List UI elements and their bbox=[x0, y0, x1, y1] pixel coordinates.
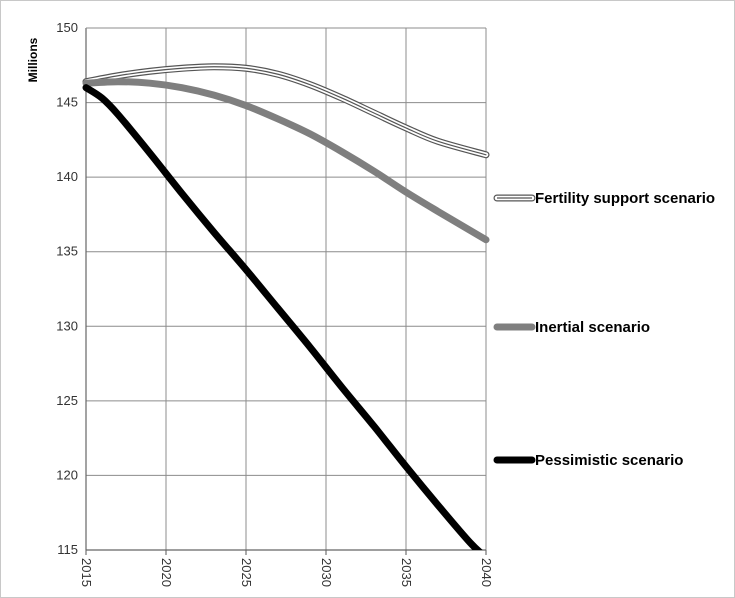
y-tick-label: 115 bbox=[57, 542, 78, 557]
x-tick-label: 2020 bbox=[159, 558, 174, 587]
x-tick-label: 2015 bbox=[79, 558, 94, 587]
y-tick-label: 150 bbox=[56, 20, 78, 35]
x-tick-label: 2040 bbox=[479, 558, 494, 587]
legend-label: Pessimistic scenario bbox=[535, 452, 683, 469]
y-tick-label: 145 bbox=[56, 95, 78, 110]
y-tick-label: 140 bbox=[56, 169, 78, 184]
legend-label: Fertility support scenario bbox=[535, 190, 715, 207]
legend-entry-2: Inertial scenario bbox=[493, 319, 650, 336]
x-tick-label: 2035 bbox=[399, 558, 414, 587]
legend-entry-3: Pessimistic scenario bbox=[493, 452, 683, 469]
y-axis-title: Millions bbox=[26, 37, 40, 82]
x-tick-label: 2030 bbox=[319, 558, 334, 587]
legend-entry-1: Fertility support scenario bbox=[493, 190, 715, 207]
gridlines bbox=[86, 27, 487, 550]
y-tick-label: 135 bbox=[56, 244, 78, 259]
legend-label: Inertial scenario bbox=[535, 319, 650, 336]
x-tick-label: 2025 bbox=[239, 558, 254, 587]
series-3 bbox=[82, 84, 483, 550]
series-line bbox=[82, 78, 490, 244]
series-1 bbox=[82, 63, 490, 159]
y-tick-label: 120 bbox=[56, 467, 78, 482]
series-line-center bbox=[85, 66, 487, 156]
series-line bbox=[82, 84, 483, 550]
series-lines bbox=[82, 63, 490, 550]
legend: Fertility support scenario Inertial scena… bbox=[493, 190, 715, 469]
y-tick-label: 130 bbox=[56, 318, 78, 333]
series-2 bbox=[82, 78, 490, 244]
y-tick-label: 125 bbox=[56, 393, 78, 408]
